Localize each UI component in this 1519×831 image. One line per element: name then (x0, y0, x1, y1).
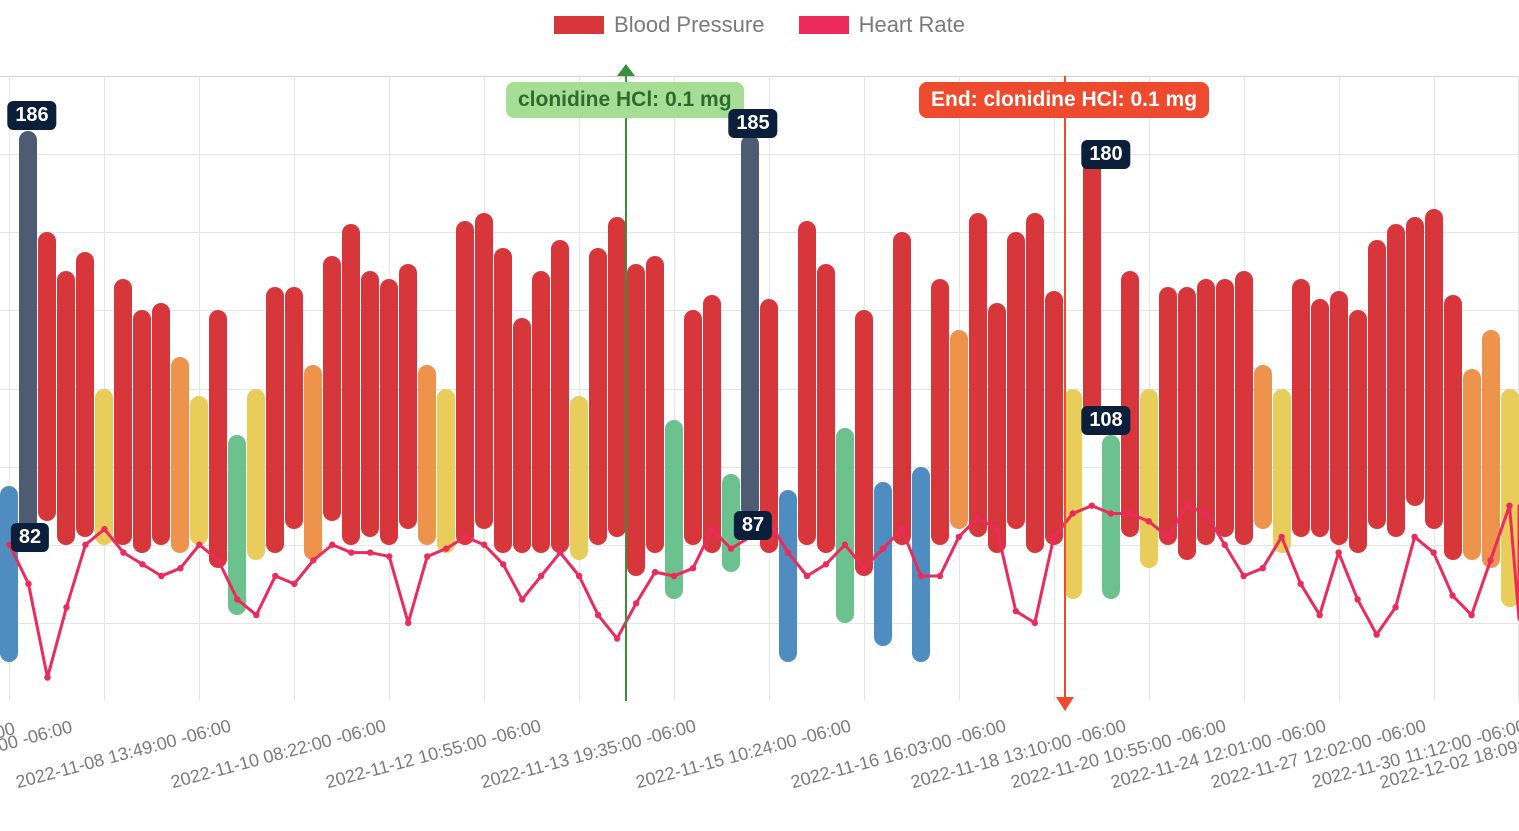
annotation-label-start[interactable]: clonidine HCl: 0.1 mg (506, 82, 744, 118)
annotation-label-end[interactable]: End: clonidine HCl: 0.1 mg (919, 82, 1209, 118)
legend-label-hr: Heart Rate (859, 12, 965, 38)
annotation-line-end (1064, 76, 1066, 701)
legend-swatch-hr (799, 16, 849, 34)
value-badge[interactable]: 108 (1081, 406, 1130, 435)
value-badge[interactable]: 186 (7, 101, 56, 130)
heart-rate-line[interactable] (0, 76, 1519, 701)
value-badge[interactable]: 82 (11, 523, 49, 552)
legend-item-hr[interactable]: Heart Rate (799, 12, 965, 38)
vitals-chart: Blood Pressure Heart Rate clonidine HCl:… (0, 0, 1519, 831)
chart-legend: Blood Pressure Heart Rate (0, 12, 1519, 40)
legend-item-bp[interactable]: Blood Pressure (554, 12, 764, 38)
value-badge[interactable]: 87 (734, 511, 772, 540)
legend-label-bp: Blood Pressure (614, 12, 764, 38)
x-axis-labels: -05:00-06 14:23:00 -06:002022-11-08 13:4… (0, 719, 1519, 831)
annotation-arrow-end (1056, 697, 1074, 711)
value-badge[interactable]: 180 (1081, 140, 1130, 169)
value-badge[interactable]: 185 (728, 109, 777, 138)
annotation-arrow-start (617, 64, 635, 76)
plot-area[interactable]: clonidine HCl: 0.1 mg End: clonidine HCl:… (0, 76, 1519, 701)
annotation-line-start (625, 76, 627, 701)
legend-swatch-bp (554, 16, 604, 34)
